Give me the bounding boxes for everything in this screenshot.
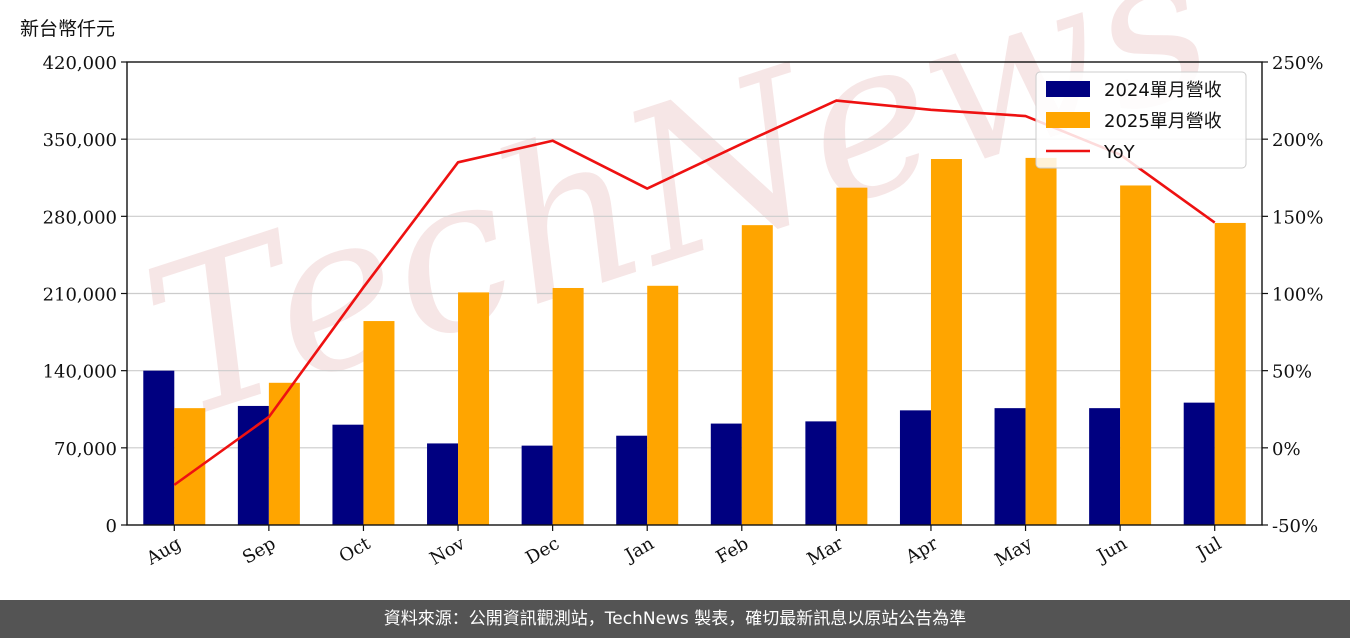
bar-2025-dec xyxy=(552,287,584,525)
y-right-tick-label: 50% xyxy=(1272,362,1312,383)
bar-2025-jan xyxy=(647,285,679,525)
bar-2024-nov xyxy=(427,443,459,525)
x-tick-label: Feb xyxy=(713,533,753,568)
y-right-tick-label: 0% xyxy=(1272,439,1301,460)
bar-2025-apr xyxy=(930,159,962,525)
x-tick-label: Oct xyxy=(336,533,375,568)
bar-2024-sep xyxy=(237,405,269,525)
bar-2025-may xyxy=(1025,157,1057,525)
bar-2024-may xyxy=(994,408,1026,525)
y-right-tick-label: 100% xyxy=(1272,285,1323,306)
x-tick-label: Aug xyxy=(142,533,185,570)
bar-2024-mar xyxy=(805,421,837,525)
x-tick-label: Jul xyxy=(1192,533,1226,565)
x-tick-label: Sep xyxy=(239,533,279,568)
y-right-tick-label: -50% xyxy=(1272,516,1318,537)
bar-2024-dec xyxy=(521,445,553,525)
bar-2025-jul xyxy=(1214,222,1246,525)
legend-label: YoY xyxy=(1103,142,1136,163)
y-left-tick-label: 420,000 xyxy=(43,53,117,74)
x-tick-label: Jan xyxy=(620,533,658,567)
x-tick-label: Apr xyxy=(901,533,941,568)
bar-2024-apr xyxy=(899,410,931,525)
y-left-tick-label: 210,000 xyxy=(43,285,117,306)
bar-2025-feb xyxy=(741,225,773,525)
x-tick-label: May xyxy=(991,533,1036,571)
y-axis-unit-label: 新台幣仟元 xyxy=(20,18,116,40)
y-right-tick-label: 200% xyxy=(1272,130,1323,151)
y-left-tick-label: 280,000 xyxy=(43,207,117,228)
legend-label: 2024單月營收 xyxy=(1104,80,1222,101)
legend-label: 2025單月營收 xyxy=(1104,111,1222,132)
y-right-tick-label: 250% xyxy=(1272,53,1323,74)
x-tick-label: Jun xyxy=(1092,533,1131,568)
y-left-tick-label: 140,000 xyxy=(43,362,117,383)
bar-2025-mar xyxy=(836,187,868,525)
legend-swatch xyxy=(1046,81,1090,97)
y-left-tick-label: 0 xyxy=(106,516,117,537)
y-right-tick-label: 150% xyxy=(1272,207,1323,228)
x-tick-label: Nov xyxy=(426,533,469,570)
y-left-tick-label: 70,000 xyxy=(54,439,117,460)
bar-2024-feb xyxy=(710,423,742,525)
bar-2025-nov xyxy=(458,292,490,525)
revenue-chart: TechNews 070,000140,000210,000280,000350… xyxy=(43,0,1324,571)
x-tick-label: Mar xyxy=(804,533,848,570)
y-left-tick-label: 350,000 xyxy=(43,130,117,151)
x-tick-label: Dec xyxy=(522,533,563,569)
bar-2024-oct xyxy=(332,424,364,525)
bar-2025-sep xyxy=(268,382,300,525)
bar-2024-aug xyxy=(143,370,175,525)
bar-2025-oct xyxy=(363,321,395,525)
bar-2025-jun xyxy=(1120,185,1152,525)
bar-2024-jan xyxy=(616,435,648,525)
bar-2024-jul xyxy=(1183,402,1215,525)
bar-2024-jun xyxy=(1089,408,1121,525)
plot-frame xyxy=(126,61,1263,526)
legend-swatch xyxy=(1046,112,1090,128)
source-footer: 資料來源：公開資訊觀測站，TechNews 製表，確切最新訊息以原站公告為準 xyxy=(0,600,1350,638)
